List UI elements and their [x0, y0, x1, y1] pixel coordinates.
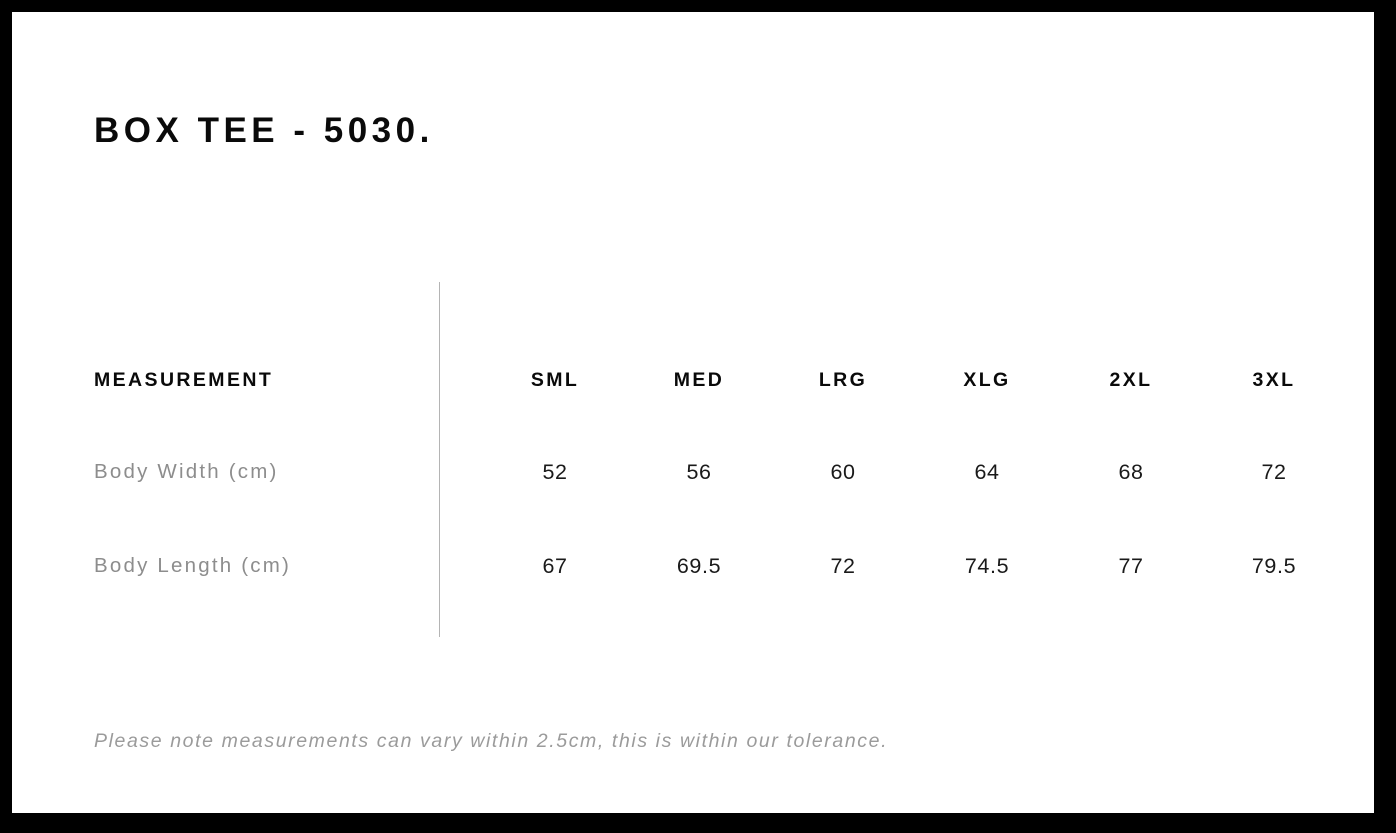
cell-body-width-3xl: 72 [1261, 460, 1287, 484]
column-header-sml: SML [530, 369, 580, 391]
column-header-xlg: XLG [963, 369, 1011, 391]
row-label-body-length: Body Length (cm) [94, 554, 291, 577]
cell-body-width-2xl: 68 [1118, 460, 1144, 484]
column-header-med: MED [673, 369, 725, 391]
tolerance-note: Please note measurements can vary within… [94, 730, 889, 752]
row-label-body-width: Body Width (cm) [94, 460, 279, 483]
cell-body-length-lrg: 72 [830, 554, 856, 578]
cell-body-length-3xl: 79.5 [1251, 554, 1297, 578]
cell-body-width-sml: 52 [542, 460, 568, 484]
cell-body-length-2xl: 77 [1118, 554, 1144, 578]
column-header-3xl: 3XL [1252, 369, 1296, 391]
cell-body-length-sml: 67 [542, 554, 568, 578]
cell-body-width-lrg: 60 [830, 460, 856, 484]
column-header-measurement: MEASUREMENT [94, 369, 274, 391]
page-title: BOX TEE - 5030. [94, 111, 434, 150]
column-header-2xl: 2XL [1109, 369, 1153, 391]
vertical-divider [439, 282, 440, 637]
cell-body-length-med: 69.5 [676, 554, 722, 578]
cell-body-length-xlg: 74.5 [964, 554, 1010, 578]
cell-body-width-xlg: 64 [974, 460, 1000, 484]
cell-body-width-med: 56 [686, 460, 712, 484]
size-chart-table: MEASUREMENT SML MED LRG XLG 2XL 3XL Body… [12, 12, 1374, 813]
size-chart-card: BOX TEE - 5030. MEASUREMENT SML MED LRG … [12, 12, 1374, 813]
column-header-lrg: LRG [818, 369, 868, 391]
